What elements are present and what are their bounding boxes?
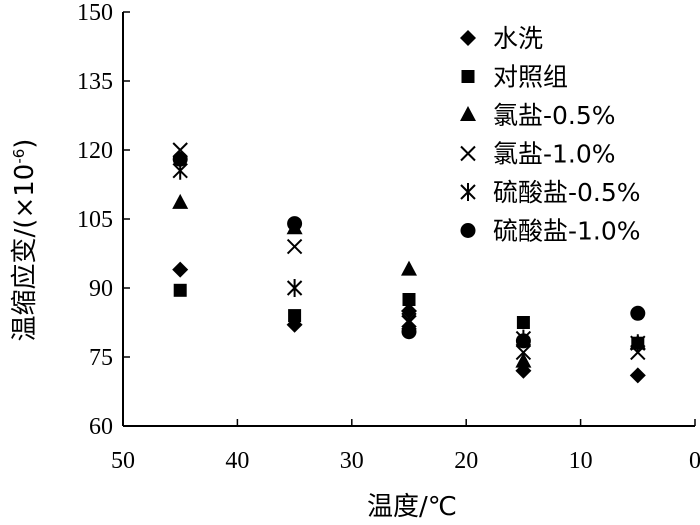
legend-item: 氯盐-1.0% xyxy=(460,140,616,169)
legend-label: 氯盐-0.5% xyxy=(493,101,616,130)
y-tick-label: 60 xyxy=(89,414,113,440)
x-tick-label: 30 xyxy=(340,448,364,474)
legend-item: 水洗 xyxy=(460,24,543,53)
legend-label: 水洗 xyxy=(493,24,543,53)
data-point-x xyxy=(286,238,303,255)
x-tick-label: 20 xyxy=(454,448,478,474)
data-point-x xyxy=(515,344,532,361)
legend-item: 硫酸盐-0.5% xyxy=(460,178,641,207)
y-axis-ticks: 60 75 90 105 120 135 150 xyxy=(77,0,130,440)
data-point-square xyxy=(516,316,530,329)
legend-label: 硫酸盐-1.0% xyxy=(493,217,641,246)
legend-item: 对照组 xyxy=(461,63,568,92)
legend-marker-diamond xyxy=(460,30,476,46)
y-tick-label: 120 xyxy=(77,138,113,164)
data-point-square xyxy=(402,293,416,306)
data-point-square xyxy=(173,283,187,297)
legend-label: 氯盐-1.0% xyxy=(493,140,616,169)
data-point-triangle xyxy=(172,193,189,209)
y-tick-label: 135 xyxy=(77,69,113,95)
x-tick-label: 0 xyxy=(689,448,700,474)
data-point-circle xyxy=(515,333,531,349)
legend-marker-circle xyxy=(460,223,476,238)
data-point-circle xyxy=(630,305,646,321)
data-point-circle xyxy=(287,216,303,232)
y-tick-label: 90 xyxy=(89,276,113,302)
y-tick-label: 75 xyxy=(89,345,113,371)
data-point-triangle xyxy=(401,260,417,276)
y-axis-title: 温缩应变/(×10-6) xyxy=(10,139,40,342)
data-point-asterisk xyxy=(286,279,303,297)
data-point-circle xyxy=(401,324,417,340)
data-points xyxy=(172,142,646,384)
y-tick-label: 105 xyxy=(77,207,113,233)
data-point-square xyxy=(288,309,302,323)
x-tick-label: 40 xyxy=(225,448,249,474)
y-axis-title-exponent: -6 xyxy=(10,149,28,164)
series-6 xyxy=(172,151,646,349)
x-tick-label: 50 xyxy=(111,448,135,474)
legend-marker-asterisk xyxy=(460,183,476,201)
x-tick-label: 10 xyxy=(569,448,593,474)
data-point-circle xyxy=(172,151,188,167)
data-point-diamond xyxy=(629,367,646,384)
legend-label: 硫酸盐-0.5% xyxy=(493,178,641,207)
legend-marker-square xyxy=(461,70,475,83)
legend-item: 氯盐-0.5% xyxy=(460,101,616,130)
x-axis-title: 温度/℃ xyxy=(367,492,457,522)
data-point-diamond xyxy=(172,261,189,278)
data-point-asterisk xyxy=(630,334,646,353)
x-axis-ticks: 50 40 30 20 10 0 xyxy=(111,419,700,474)
legend-item: 硫酸盐-1.0% xyxy=(460,217,641,246)
data-point-triangle xyxy=(515,352,532,368)
legend-label: 对照组 xyxy=(493,63,568,92)
legend-marker-x xyxy=(460,145,476,162)
y-tick-label: 150 xyxy=(77,0,113,26)
legend-marker-triangle xyxy=(460,106,476,121)
